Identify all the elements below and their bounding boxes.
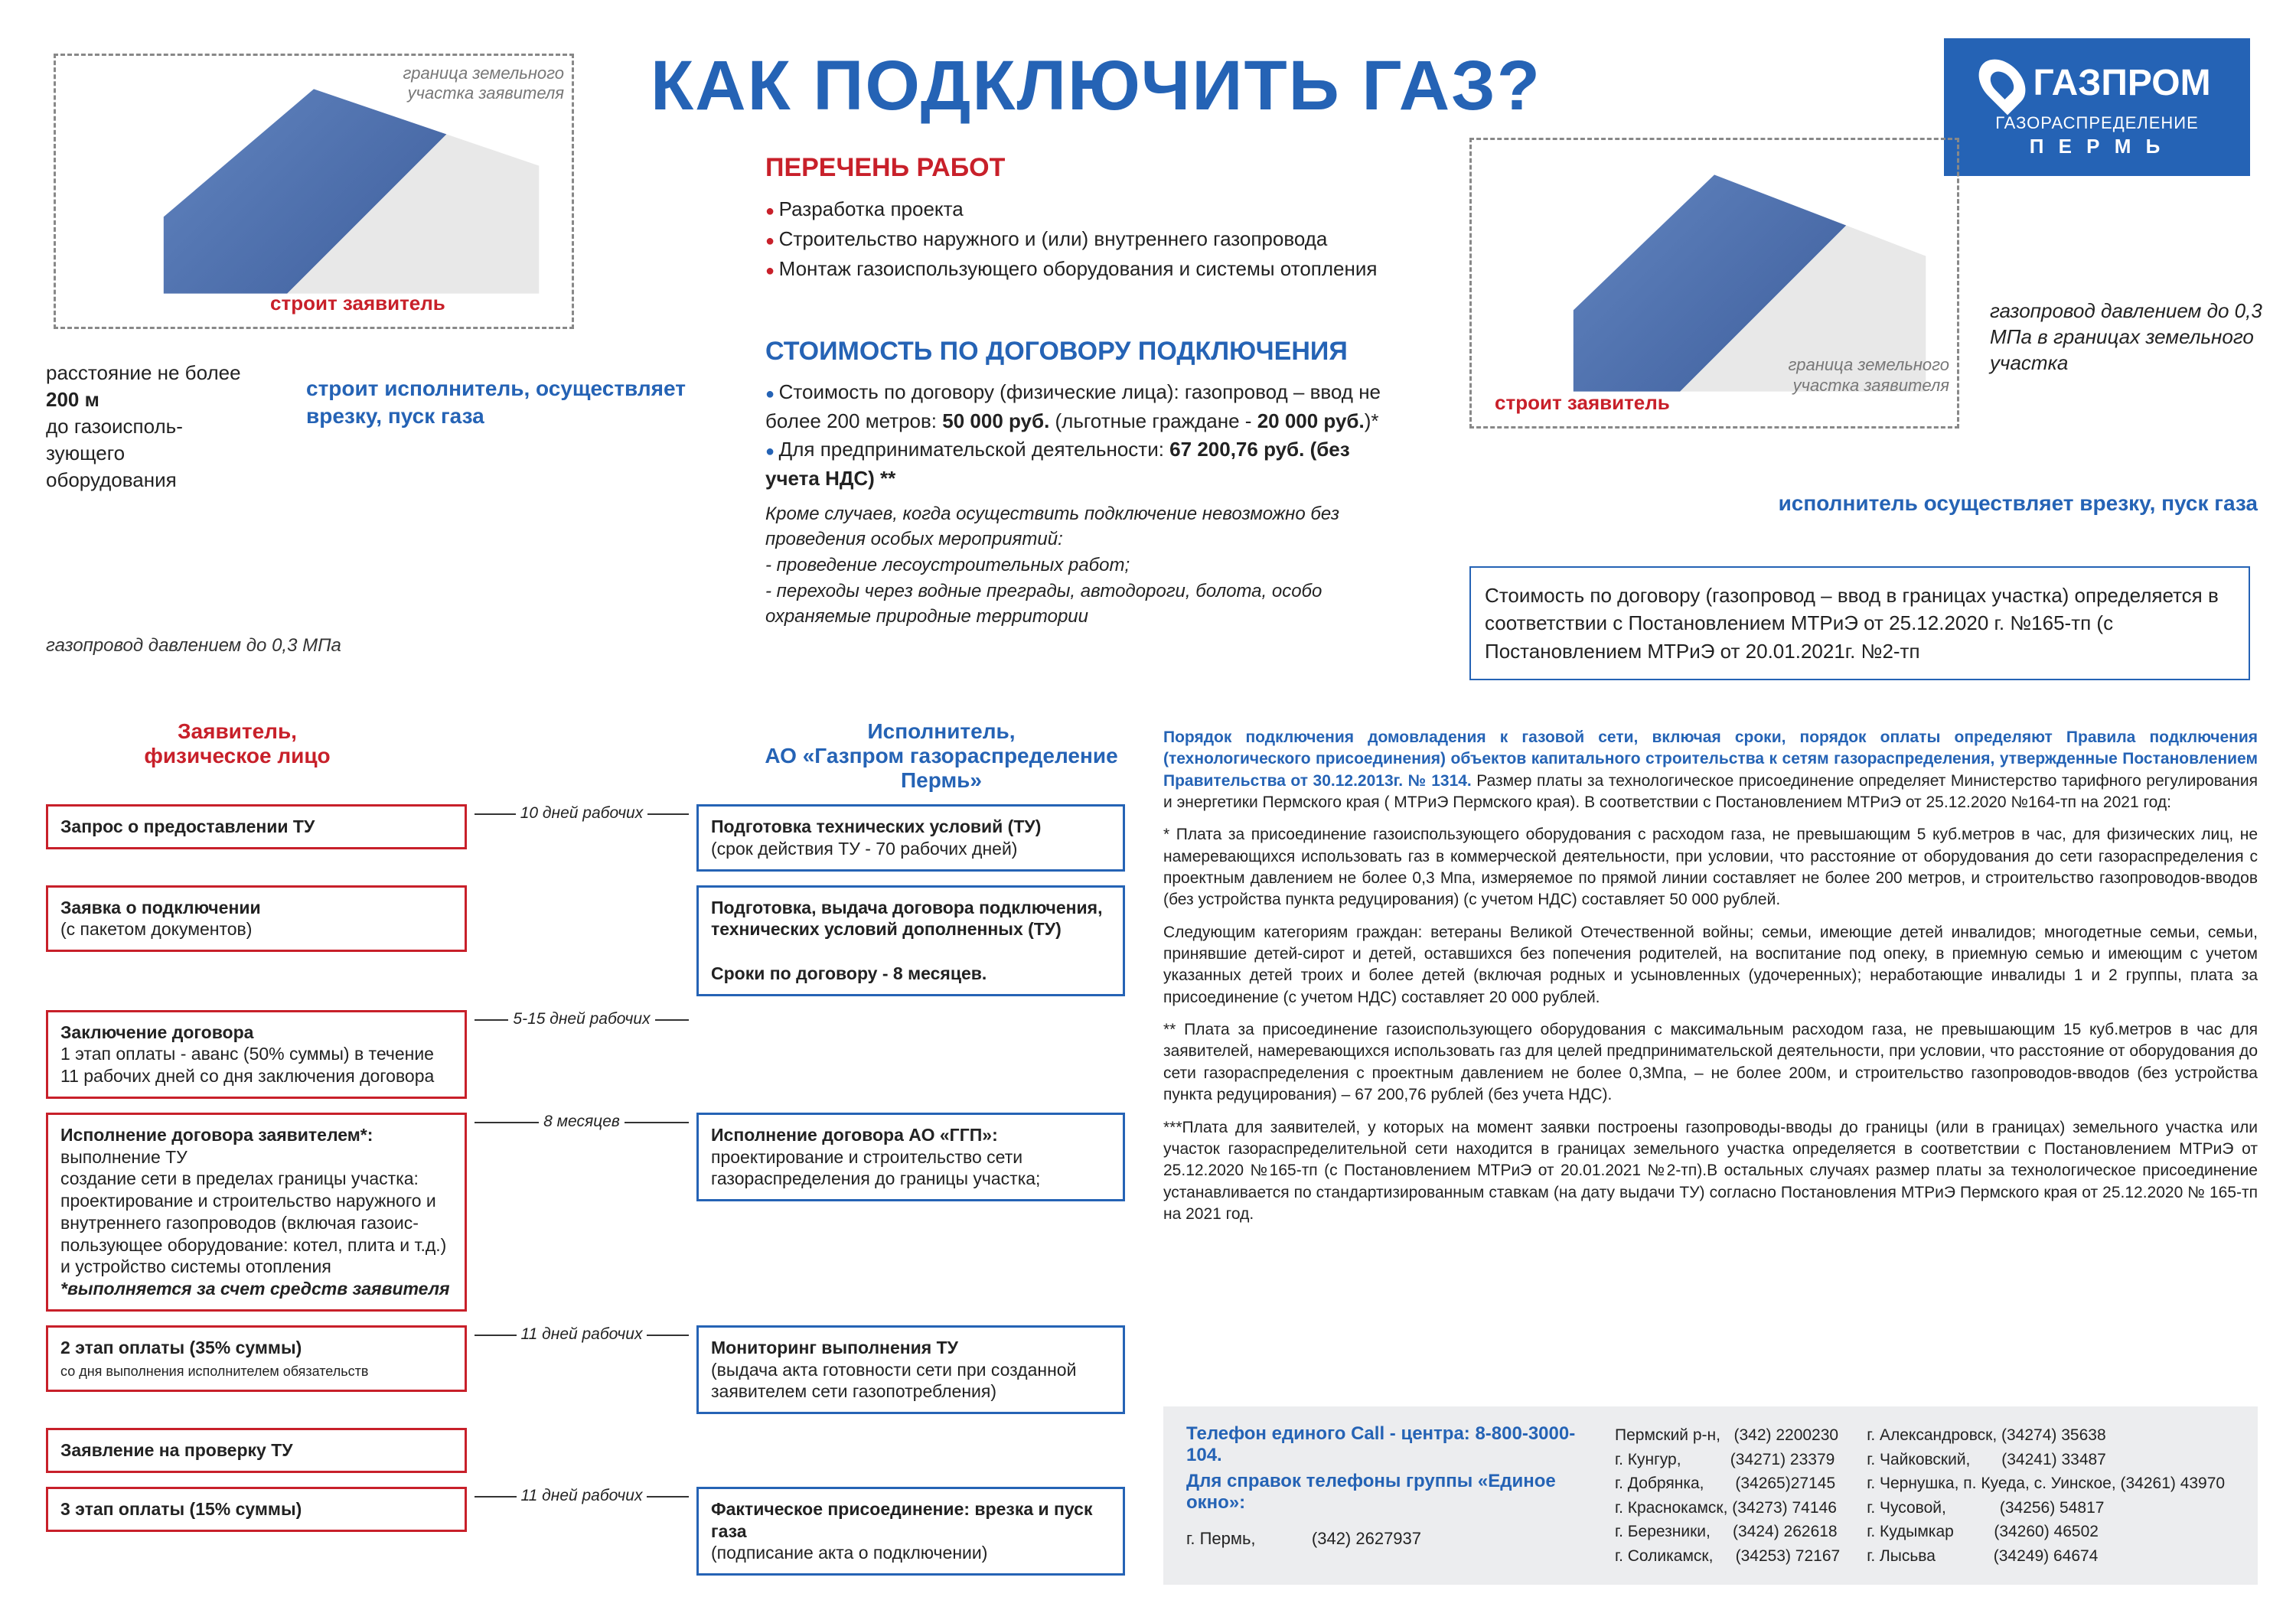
flow-step-applicant: Запрос о предоставлении ТУ	[46, 804, 467, 849]
distance-label: расстояние не более 200 м до газоисполь-…	[46, 360, 245, 494]
flow-step-applicant: Заявление на проверку ТУ	[46, 1428, 467, 1473]
gazprom-logo: ГАЗПРОМ ГАЗОРАСПРЕДЕЛЕНИЕ П Е Р М Ь	[1944, 38, 2250, 176]
house-right-diagram: граница земельного участка заявителя стр…	[1469, 138, 1959, 429]
flow-step-executor: Подготовка, выдача договора подключения,…	[696, 885, 1125, 996]
flow-step-executor: Мониторинг выполнения ТУ(выдача акта гот…	[696, 1325, 1125, 1414]
cost-note: Кроме случаев, когда осуществить подключ…	[765, 501, 1401, 630]
contacts-box: Телефон единого Call - центра: 8-800-300…	[1163, 1406, 2258, 1585]
flow-step-applicant: 2 этап оплаты (35% суммы)со дня выполнен…	[46, 1325, 467, 1393]
right-cost-box: Стоимость по договору (газопровод – ввод…	[1469, 566, 2250, 680]
flow-step-applicant: Заключение договора1 этап оплаты - аванс…	[46, 1010, 467, 1099]
executor-label-right: исполнитель осуществляет врезку, пуск га…	[1737, 490, 2258, 517]
legal-text: Порядок подключения домовладения к газов…	[1163, 727, 2258, 1236]
flow-step-executor: Исполнение договора АО «ГГП»:проектирова…	[696, 1113, 1125, 1201]
cost-section: СТОИМОСТЬ ПО ДОГОВОРУ ПОДКЛЮЧЕНИЯ Стоимо…	[765, 337, 1401, 630]
flowchart: Заявитель, физическое лицо Исполнитель, …	[46, 719, 1133, 1589]
flow-step-executor: Фактическое присоединение: врезка и пуск…	[696, 1487, 1125, 1576]
flow-step-applicant: Исполнение договора заявителем*:выполнен…	[46, 1113, 467, 1312]
flow-step-executor: Подготовка технических условий (ТУ)(срок…	[696, 804, 1125, 872]
flow-step-applicant: 3 этап оплаты (15% суммы)	[46, 1487, 467, 1532]
executor-label-left: строит исполнитель, осуществляет врезку,…	[306, 375, 689, 431]
flame-icon	[1970, 51, 2035, 116]
house-left-diagram: граница земельного участка заявителя стр…	[54, 54, 574, 329]
works-section: ПЕРЕЧЕНЬ РАБОТ Разработка проекта Строит…	[765, 153, 1401, 284]
flow-step-applicant: Заявка о подключении(с пакетом документо…	[46, 885, 467, 953]
pipe-label-left: газопровод давлением до 0,3 МПа	[46, 635, 341, 657]
pipe-label-right: газопровод давлением до 0,3 МПа в границ…	[1990, 298, 2265, 376]
page-title: КАК ПОДКЛЮЧИТЬ ГАЗ?	[651, 46, 1541, 126]
